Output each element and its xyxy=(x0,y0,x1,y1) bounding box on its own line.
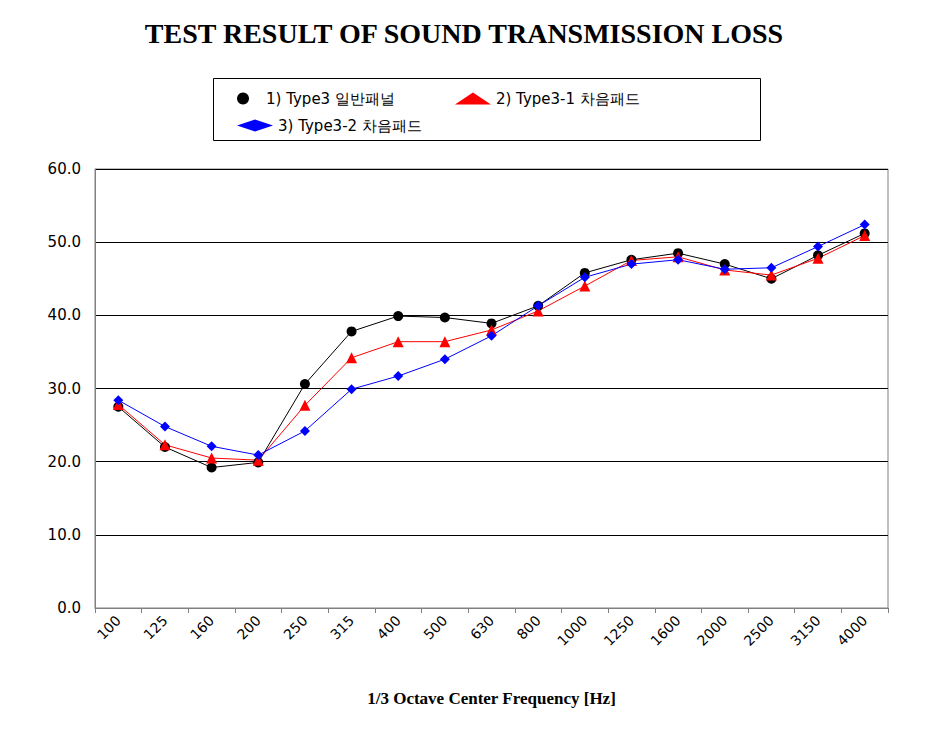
svg-text:100: 100 xyxy=(94,612,124,642)
svg-text:400: 400 xyxy=(374,612,404,642)
svg-text:TEST RESULT OF SOUND TRANSMISS: TEST RESULT OF SOUND TRANSMISSION LOSS xyxy=(145,18,783,49)
svg-text:1250: 1250 xyxy=(601,612,637,648)
svg-text:2000: 2000 xyxy=(694,612,730,648)
svg-text:160: 160 xyxy=(187,612,217,642)
svg-text:125: 125 xyxy=(140,612,170,642)
svg-text:1) Type3 일반패널: 1) Type3 일반패널 xyxy=(266,90,395,108)
svg-text:10.0: 10.0 xyxy=(48,526,81,544)
svg-text:40.0: 40.0 xyxy=(48,306,81,324)
svg-text:1/3 Octave Center Frequency [H: 1/3 Octave Center Frequency [Hz] xyxy=(367,689,616,708)
svg-text:800: 800 xyxy=(514,612,544,642)
svg-text:1600: 1600 xyxy=(647,612,683,648)
svg-text:2500: 2500 xyxy=(741,612,777,648)
svg-text:315: 315 xyxy=(327,612,357,642)
svg-text:0.0: 0.0 xyxy=(57,599,81,617)
svg-text:200: 200 xyxy=(234,612,264,642)
svg-text:500: 500 xyxy=(420,612,450,642)
svg-text:60.0: 60.0 xyxy=(48,160,81,178)
svg-text:2) Type3-1 차음패드: 2) Type3-1 차음패드 xyxy=(496,90,640,108)
svg-text:4000: 4000 xyxy=(834,612,870,648)
svg-text:30.0: 30.0 xyxy=(48,380,81,398)
svg-text:630: 630 xyxy=(467,612,497,642)
svg-text:250: 250 xyxy=(280,612,310,642)
svg-text:20.0: 20.0 xyxy=(48,453,81,471)
svg-text:3150: 3150 xyxy=(787,612,823,648)
svg-text:3) Type3-2 차음패드: 3) Type3-2 차음패드 xyxy=(278,117,422,135)
svg-text:50.0: 50.0 xyxy=(48,233,81,251)
svg-text:1000: 1000 xyxy=(554,612,590,648)
